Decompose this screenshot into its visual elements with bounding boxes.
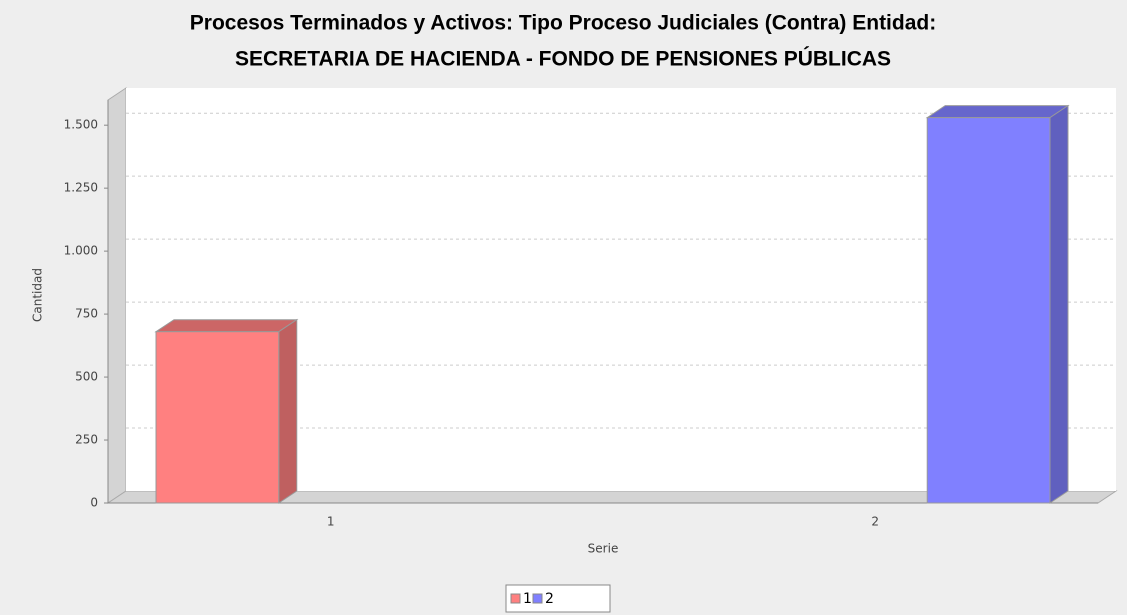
legend-label: 1 bbox=[523, 591, 532, 607]
chart-title: SECRETARIA DE HACIENDA - FONDO DE PENSIO… bbox=[235, 47, 891, 71]
x-axis-label: Serie bbox=[588, 542, 619, 556]
left-wall bbox=[107, 87, 127, 504]
bar-face bbox=[278, 318, 298, 504]
y-tick-label: 250 bbox=[75, 433, 98, 447]
bar-face bbox=[155, 331, 280, 504]
legend-label: 2 bbox=[545, 591, 554, 607]
y-tick-label: 1.000 bbox=[64, 244, 98, 258]
legend-swatch bbox=[532, 593, 543, 604]
bar bbox=[154, 318, 299, 504]
y-tick-label: 1.250 bbox=[64, 181, 98, 195]
bar-face bbox=[154, 319, 299, 333]
x-tick-label: 2 bbox=[871, 515, 879, 529]
bar-face bbox=[926, 117, 1051, 504]
y-tick-label: 1.500 bbox=[64, 118, 98, 132]
y-axis-label: Cantidad bbox=[31, 268, 45, 322]
bar bbox=[925, 104, 1070, 504]
y-tick-label: 0 bbox=[90, 496, 98, 510]
bar-face bbox=[1049, 104, 1069, 504]
x-tick-label: 1 bbox=[327, 515, 335, 529]
y-tick-label: 500 bbox=[75, 370, 98, 384]
bar-face bbox=[925, 105, 1070, 119]
legend-swatch bbox=[510, 593, 521, 604]
legend bbox=[505, 584, 611, 613]
chart-title: Procesos Terminados y Activos: Tipo Proc… bbox=[190, 12, 936, 35]
y-tick-label: 750 bbox=[75, 307, 98, 321]
